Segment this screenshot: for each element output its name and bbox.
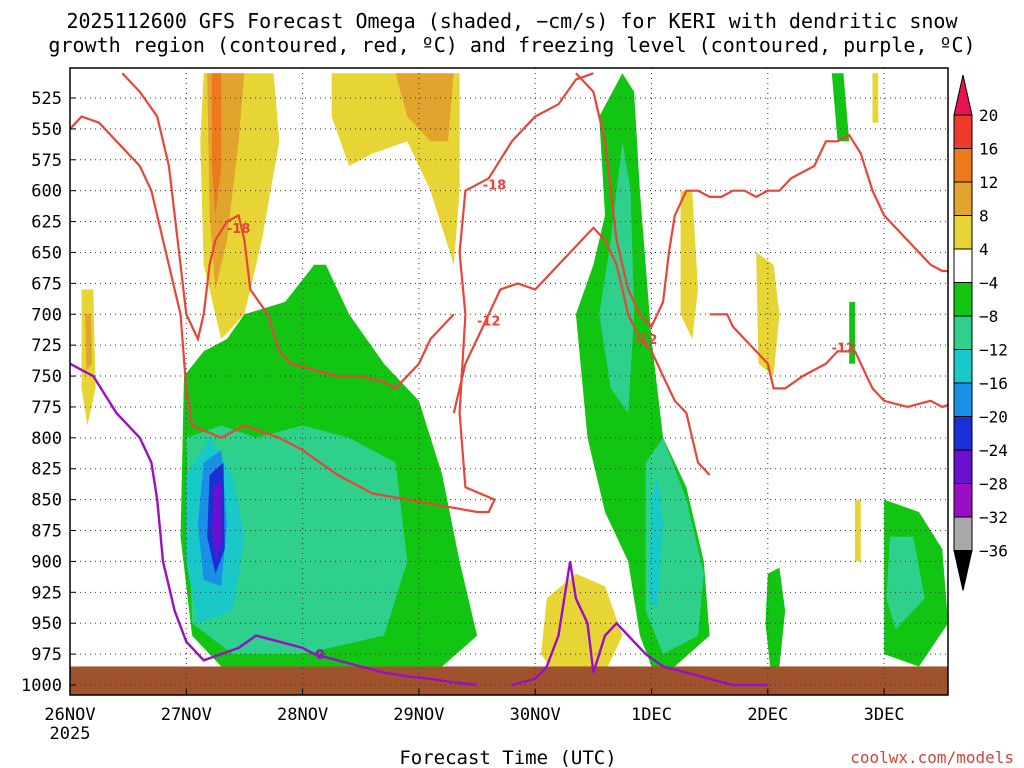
- x-tick-label-4: 30NOV: [510, 705, 561, 725]
- y-tick-label-18: 975: [31, 645, 62, 665]
- colorbar-tick-4: 4: [979, 240, 989, 259]
- colorbar-tick-9: −20: [979, 408, 1008, 427]
- omega-region-17: [211, 73, 222, 216]
- colorbar-segment-7: [953, 349, 973, 384]
- colorbar-tick-8: −16: [979, 374, 1008, 393]
- dgz-contour-2: [452, 226, 711, 476]
- colorbar-segment-4: [953, 248, 973, 283]
- colorbar-segment-12: [953, 516, 973, 551]
- y-tick-label-9: 750: [31, 367, 62, 387]
- x-tick-label-0: 26NOV: [44, 705, 95, 725]
- dgz-contour-label-1: -18: [227, 222, 251, 237]
- colorbar-segment-1: [953, 148, 973, 183]
- dgz-contour-4: [709, 313, 948, 409]
- credit-text: coolwx.com/models: [850, 748, 1014, 767]
- omega-region-22: [756, 252, 780, 377]
- dgz-contour-3: [575, 72, 948, 329]
- y-tick-label-16: 925: [31, 583, 62, 603]
- y-tick-label-14: 875: [31, 522, 62, 542]
- axes: 525 550 575 600 625 650 675 700 725 750 775 800 825 8…: [21, 67, 949, 744]
- colorbar: 20 16 12 8 4 −4 −8 −12 −16 −20 −24 −28 −32 −36: [953, 74, 1008, 591]
- colorbar-tick-11: −28: [979, 475, 1008, 494]
- omega-region-19: [395, 73, 454, 142]
- x-tick-label-6: 2DEC: [747, 705, 788, 725]
- y-tick-label-13: 850: [31, 491, 62, 511]
- x-tick-label-5: 1DEC: [631, 705, 672, 725]
- y-tick-label-0: 525: [31, 89, 62, 109]
- y-tick-label-1: 550: [31, 120, 62, 140]
- colorbar-tick-6: −8: [979, 307, 998, 326]
- dgz-contour-0: [70, 72, 594, 514]
- colorbar-top-arrow: [953, 74, 973, 116]
- dgz-contour-label-0: -18: [483, 179, 507, 194]
- colorbar-tick-7: −12: [979, 341, 1008, 360]
- colorbar-tick-3: 8: [979, 207, 989, 226]
- x-tick-label-2: 28NOV: [277, 705, 328, 725]
- colorbar-segment-11: [953, 483, 973, 518]
- omega-region-13: [831, 73, 850, 142]
- y-tick-label-15: 900: [31, 552, 62, 572]
- dgz-contour-label-3: -12: [634, 333, 658, 348]
- x-tick-label-3: 29NOV: [393, 705, 444, 725]
- colorbar-segment-10: [953, 449, 973, 484]
- x-tick-label-1: 27NOV: [161, 705, 212, 725]
- x-tick-label-7: 3DEC: [864, 705, 905, 725]
- omega-region-8: [645, 437, 704, 655]
- y-tick-label-7: 700: [31, 305, 62, 325]
- omega-region-26: [855, 499, 861, 562]
- omega-region-21: [680, 190, 698, 339]
- y-tick-label-5: 650: [31, 243, 62, 263]
- x-year-label: 2025: [50, 724, 91, 744]
- plot-area: [70, 73, 948, 695]
- colorbar-segment-0: [953, 114, 973, 149]
- y-tick-label-8: 725: [31, 336, 62, 356]
- y-tick-label-11: 800: [31, 429, 62, 449]
- plot-frame: [69, 67, 949, 696]
- terrain-band: [70, 666, 948, 695]
- colorbar-segment-8: [953, 382, 973, 417]
- omega-region-20: [541, 573, 623, 679]
- y-tick-label-17: 950: [31, 614, 62, 634]
- colorbar-bottom-arrow: [953, 550, 973, 591]
- y-tick-label-19: 1000: [21, 676, 62, 696]
- y-tick-label-2: 575: [31, 151, 62, 171]
- chart-title-line2: growth region (contoured, red, ºC) and f…: [48, 33, 975, 57]
- colorbar-segment-9: [953, 416, 973, 451]
- colorbar-tick-0: 20: [979, 106, 998, 125]
- omega-region-5: [211, 481, 223, 562]
- colorbar-tick-10: −24: [979, 441, 1008, 460]
- freezing-level-label: 0: [316, 648, 325, 663]
- colorbar-segment-5: [953, 282, 973, 317]
- freezing-level-line-2: [511, 561, 768, 687]
- freezing-level-line: [70, 362, 478, 687]
- chart-title-line1: 2025112600 GFS Forecast Omega (shaded, −…: [66, 9, 958, 33]
- colorbar-segment-3: [953, 215, 973, 250]
- colorbar-segment-2: [953, 181, 973, 216]
- y-tick-label-4: 625: [31, 213, 62, 233]
- contour-lines: -18 -18 -12 -12 -12 0: [70, 72, 948, 687]
- y-tick-label-6: 675: [31, 274, 62, 294]
- omega-region-24: [85, 314, 93, 370]
- colorbar-tick-12: −32: [979, 508, 1008, 527]
- dgz-contour-1: [121, 72, 455, 390]
- omega-region-9: [649, 474, 664, 611]
- omega-region-10: [765, 567, 786, 667]
- colorbar-tick-5: −4: [979, 274, 998, 293]
- y-tick-label-3: 600: [31, 182, 62, 202]
- colorbar-segment-6: [953, 315, 973, 350]
- colorbar-tick-2: 12: [979, 173, 998, 192]
- omega-region-12: [886, 536, 925, 630]
- dgz-contour-label-2: -12: [477, 314, 501, 329]
- omega-region-14: [849, 301, 855, 364]
- colorbar-tick-1: 16: [979, 140, 998, 159]
- y-tick-label-12: 825: [31, 460, 62, 480]
- y-tick-label-10: 775: [31, 398, 62, 418]
- dgz-contour-label-4: -12: [832, 342, 856, 357]
- x-axis-label: Forecast Time (UTC): [399, 747, 616, 768]
- colorbar-tick-13: −36: [979, 542, 1008, 561]
